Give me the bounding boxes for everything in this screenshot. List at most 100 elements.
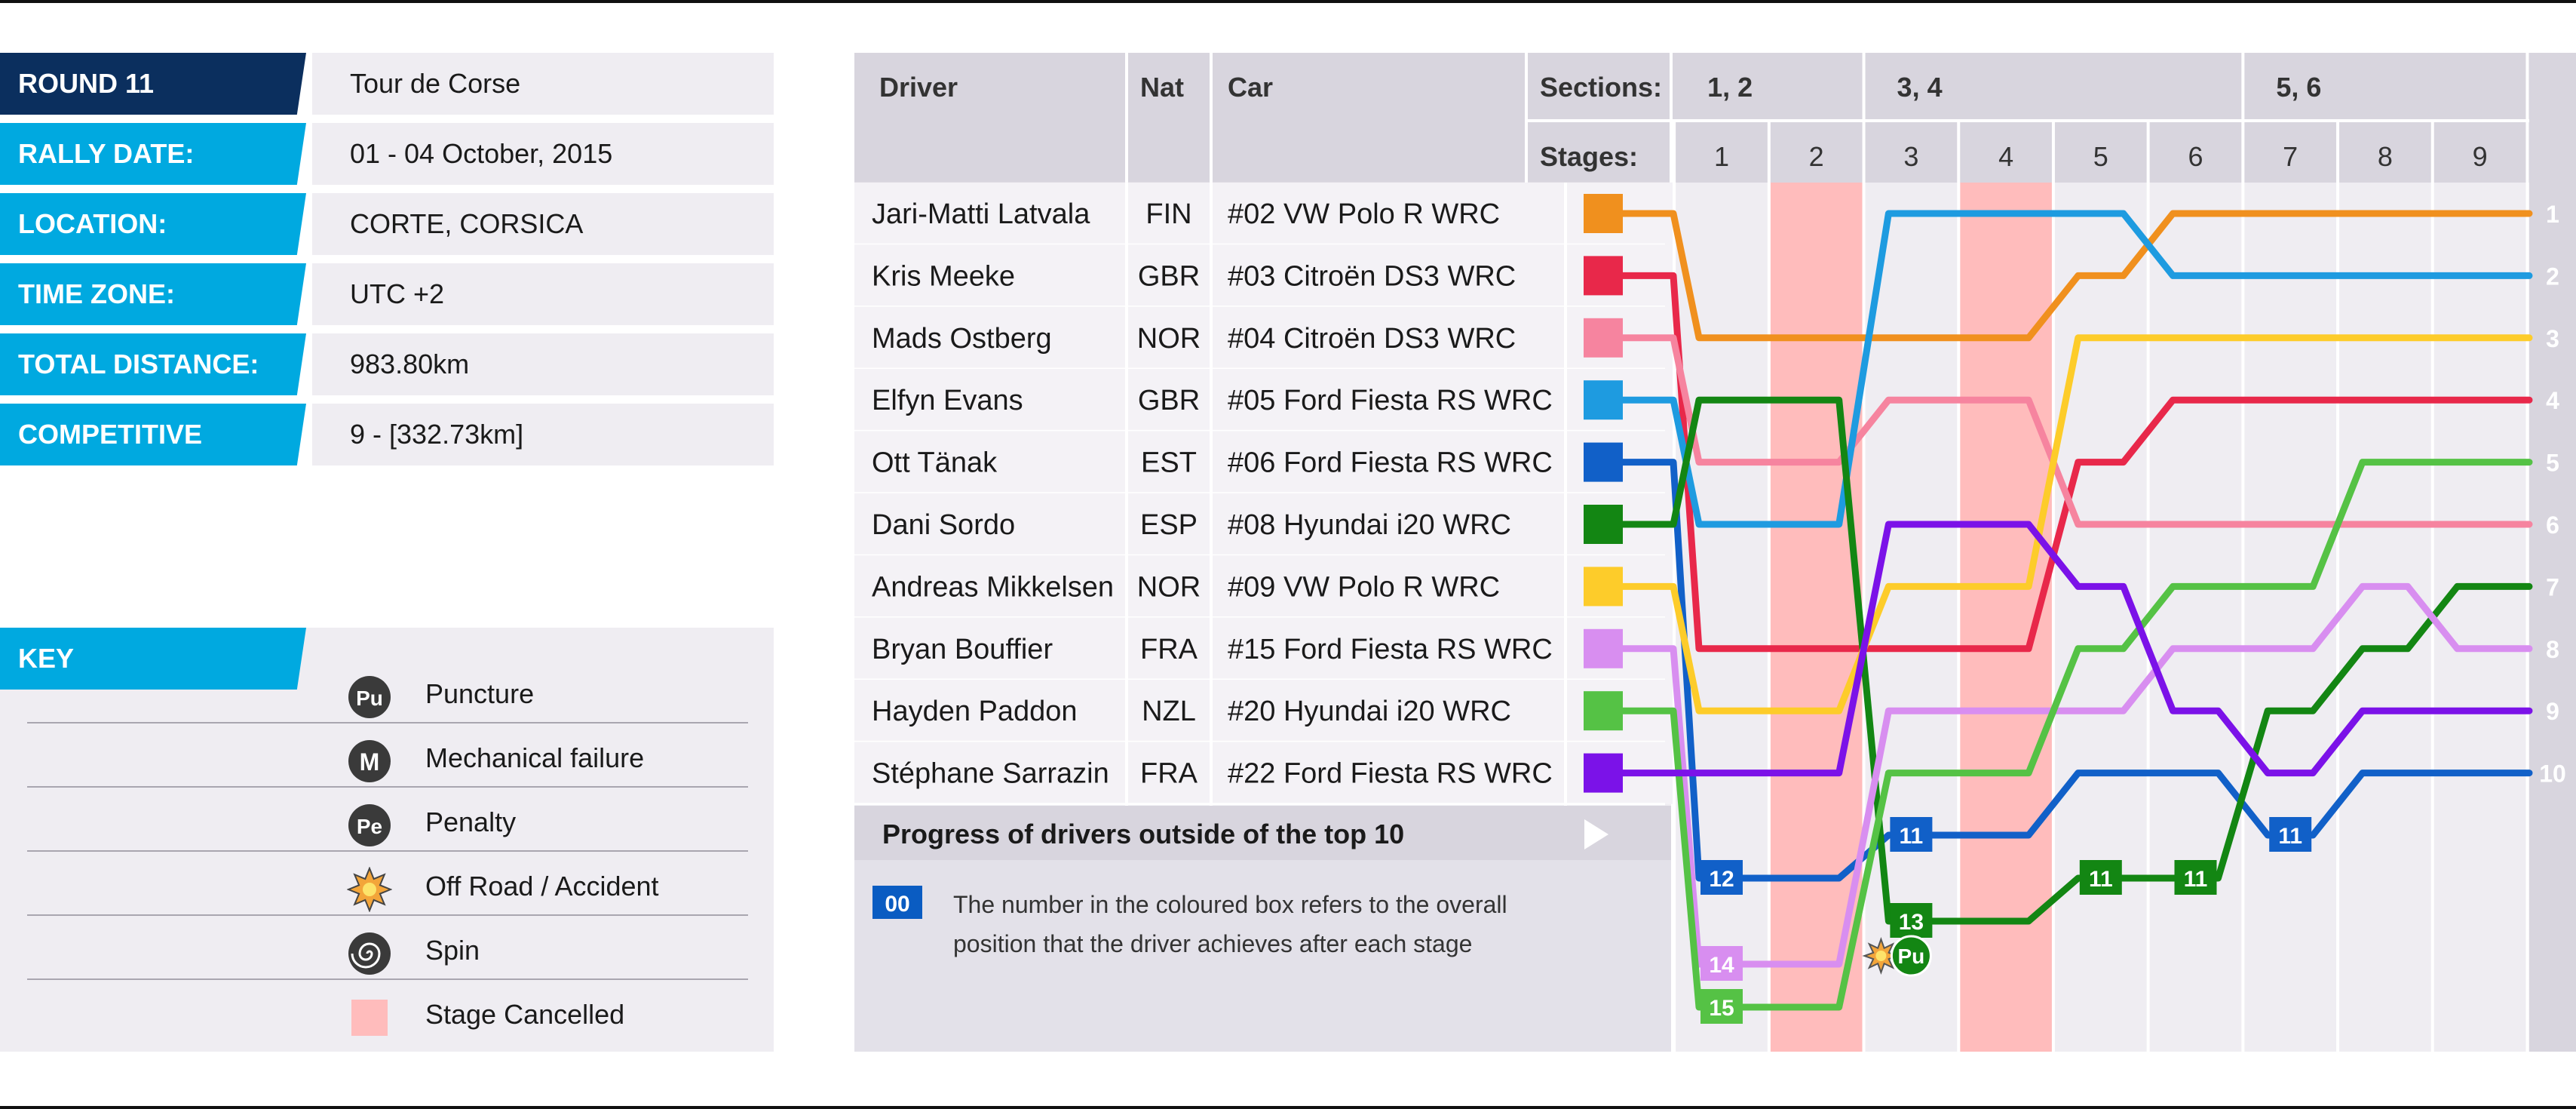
key-item: M Mechanical failure <box>347 725 769 788</box>
info-value: 9 - [332.73km] <box>312 404 774 465</box>
final-position-column <box>2529 53 2576 1052</box>
key-divider <box>27 786 748 788</box>
key-item: Off Road / Accident <box>347 853 769 917</box>
driver-row-background <box>854 431 1673 493</box>
accident-icon <box>347 867 392 912</box>
final-position-label: 1 <box>2546 201 2559 228</box>
info-value: 01 - 04 October, 2015 <box>312 123 774 185</box>
key-item-label: Stage Cancelled <box>425 999 625 1030</box>
info-label: TOTAL DISTANCE: <box>0 333 306 395</box>
position-badge <box>2079 860 2122 895</box>
driver-car: #08 Hyundai i20 WRC <box>1228 509 1511 541</box>
position-badge-label: 15 <box>1709 996 1734 1021</box>
stage-column-band <box>2054 183 2147 1052</box>
position-badge-label: 14 <box>1709 953 1734 978</box>
series-line <box>1615 459 2533 882</box>
spin-icon <box>348 932 391 975</box>
stages-label: Stages: <box>1540 141 1638 172</box>
key-item-label: Puncture <box>425 678 535 709</box>
info-label: LOCATION: <box>0 193 306 255</box>
top-rule <box>0 0 2576 3</box>
position-badge <box>2174 860 2217 895</box>
stage-column-band <box>2149 183 2242 1052</box>
driver-car: #06 Ford Fiesta RS WRC <box>1228 447 1553 479</box>
final-position-label: 3 <box>2546 325 2559 352</box>
driver-color-box <box>1584 628 1623 668</box>
driver-color-box <box>1584 567 1623 607</box>
series-lines <box>1615 210 2533 1011</box>
driver-nat: FRA <box>1140 634 1198 665</box>
driver-color-box <box>1584 256 1623 296</box>
key-item: Stage Cancelled <box>347 982 769 1045</box>
info-row: TOTAL DISTANCE: 983.80km <box>0 333 774 395</box>
puncture-icon <box>1890 935 1932 977</box>
example-position-box-label: 00 <box>885 892 909 917</box>
driver-color-box <box>1584 318 1623 358</box>
stage-number: 8 <box>2378 141 2393 172</box>
driver-nat: EST <box>1141 447 1197 479</box>
driver-name: Mads Ostberg <box>872 323 1052 355</box>
series-line <box>1615 396 2533 925</box>
info-value: Tour de Corse <box>312 53 774 115</box>
position-badge-label: 12 <box>1709 867 1734 892</box>
driver-row-background <box>854 680 1673 742</box>
stage-number: 1 <box>1714 141 1729 172</box>
driver-color-box <box>1584 753 1623 793</box>
stage-cancelled-icon <box>351 1000 388 1036</box>
play-arrow-icon <box>1584 819 1608 849</box>
key-icon-glyph: Pe <box>357 815 382 838</box>
driver-column-header: Driver <box>879 72 958 103</box>
key-divider <box>27 914 748 916</box>
accident-icon-core <box>1875 951 1887 961</box>
final-position-label: 7 <box>2546 573 2559 601</box>
driver-name: Bryan Bouffier <box>872 634 1053 665</box>
driver-car: #22 Ford Fiesta RS WRC <box>1228 758 1553 790</box>
info-label: COMPETITIVE STAGES: <box>0 404 306 465</box>
position-badge <box>2269 817 2312 852</box>
driver-car: #04 Citroën DS3 WRC <box>1228 323 1516 355</box>
info-row: RALLY DATE: 01 - 04 October, 2015 <box>0 123 774 185</box>
driver-name: Andreas Mikkelsen <box>872 571 1114 603</box>
series-line <box>1615 334 2533 528</box>
key-item-label: Spin <box>425 935 480 966</box>
stage-number: 2 <box>1809 141 1824 172</box>
position-badge <box>1890 903 1933 938</box>
driver-nat: FRA <box>1140 758 1198 790</box>
driver-color-box <box>1584 380 1623 420</box>
series-line <box>1615 272 2533 653</box>
section-label: 1, 2 <box>1707 72 1753 103</box>
driver-name: Ott Tänak <box>872 447 998 479</box>
driver-nat: NZL <box>1142 696 1196 727</box>
driver-nat: FIN <box>1145 198 1191 230</box>
series-line <box>1615 210 2533 528</box>
driver-nat: NOR <box>1137 323 1201 355</box>
key-panel: KEY Pu Puncture M Mechanical failure Pe Penal… <box>0 628 774 1052</box>
info-value: UTC +2 <box>312 263 774 325</box>
penalty-icon: Pe <box>348 804 391 846</box>
final-position-label: 5 <box>2546 450 2559 477</box>
key-icon-glyph: M <box>360 748 380 776</box>
info-label: TIME ZONE: <box>0 263 306 325</box>
note-line-1: The number in the coloured box refers to… <box>953 891 1507 918</box>
sections-label: Sections: <box>1540 72 1662 103</box>
stage-column-band <box>2433 183 2526 1052</box>
stage-number: 7 <box>2283 141 2298 172</box>
position-badge <box>1890 817 1933 852</box>
puncture-icon-glyph: Pu <box>1898 945 1925 968</box>
position-badge <box>1700 946 1743 981</box>
final-position-label: 4 <box>2546 387 2559 414</box>
driver-color-box <box>1584 505 1623 544</box>
position-badge-label: 11 <box>2184 867 2208 892</box>
chart-header-band <box>854 53 2529 183</box>
driver-nat: GBR <box>1138 260 1200 292</box>
driver-row-background <box>854 493 1673 556</box>
key-item-label: Penalty <box>425 806 517 837</box>
stage-number: 3 <box>1903 141 1918 172</box>
key-item-label: Mechanical failure <box>425 742 645 773</box>
info-row: TIME ZONE: UTC +2 <box>0 263 774 325</box>
driver-color-box <box>1584 691 1623 731</box>
nat-column-header: Nat <box>1140 72 1184 103</box>
info-row: ROUND 11 Tour de Corse <box>0 53 774 115</box>
final-position-label: 8 <box>2546 636 2559 663</box>
